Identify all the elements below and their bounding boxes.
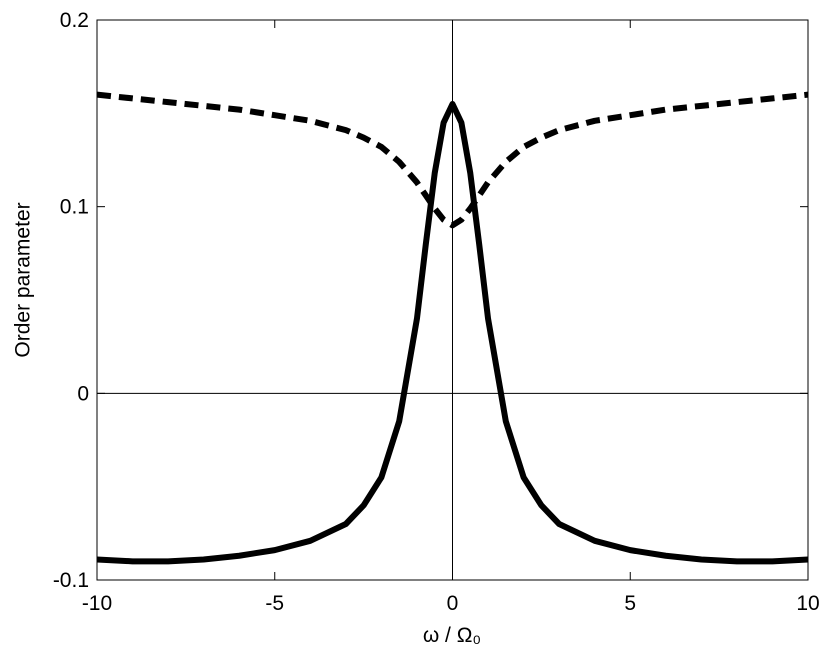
y-tick-label: 0 — [77, 382, 89, 405]
y-tick-label: 0.1 — [60, 196, 89, 219]
x-tick-label: 5 — [624, 592, 636, 615]
line-series — [96, 91, 809, 229]
x-tick-label: 10 — [796, 592, 819, 615]
x-axis-label: ω / Ω₀ — [423, 624, 481, 647]
x-tick-label: 0 — [447, 592, 459, 615]
line-series — [96, 101, 809, 565]
y-axis-label: Order parameter — [12, 202, 35, 357]
x-tick-label: -5 — [265, 592, 284, 615]
x-tick-label: -10 — [82, 592, 112, 615]
y-tick-label: 0.2 — [60, 9, 89, 32]
y-tick-label: -0.1 — [53, 569, 89, 592]
